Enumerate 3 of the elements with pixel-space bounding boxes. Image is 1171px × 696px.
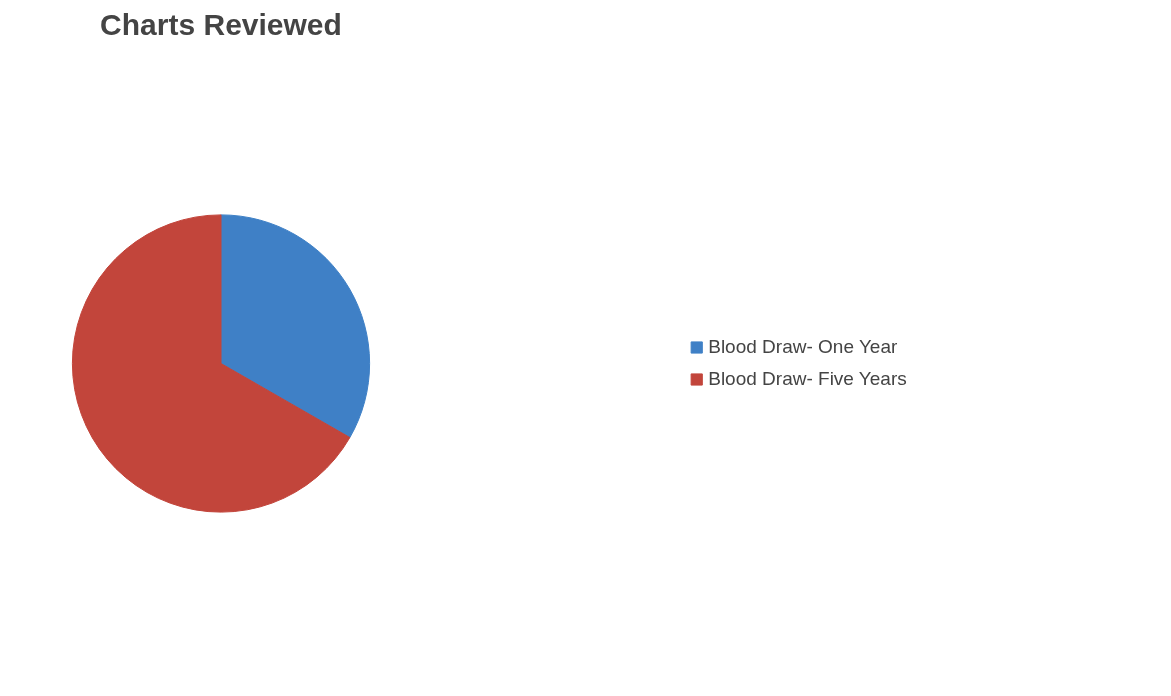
chart-title: Charts Reviewed <box>100 7 342 41</box>
legend-label: Blood Draw- One Year <box>708 336 898 358</box>
legend-label: Blood Draw- Five Years <box>708 368 907 390</box>
